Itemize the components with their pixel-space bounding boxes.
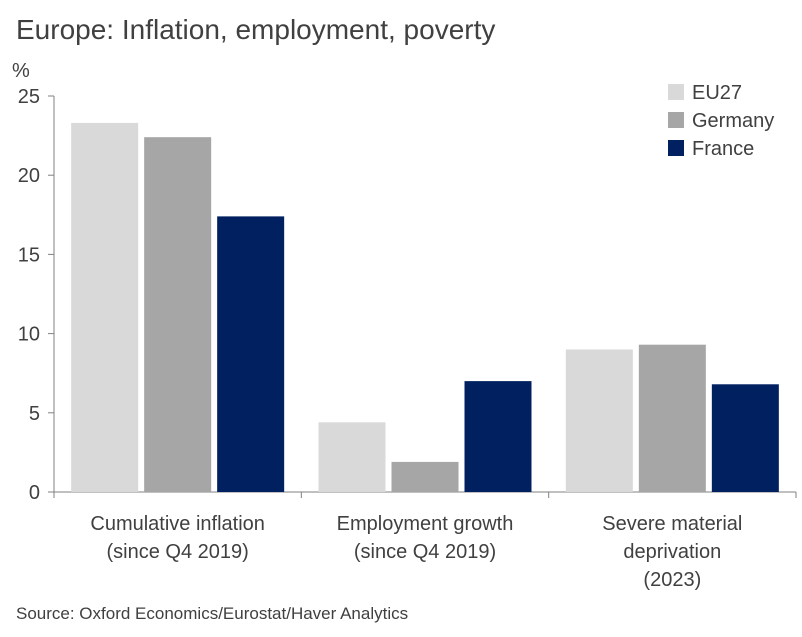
bar-eu27 <box>319 422 386 492</box>
legend-label-eu27: EU27 <box>692 82 742 104</box>
source-note: Source: Oxford Economics/Eurostat/Haver … <box>16 604 408 624</box>
legend-label-germany: Germany <box>692 110 774 132</box>
y-tick-label: 20 <box>18 165 40 187</box>
legend-swatch-germany <box>668 112 684 128</box>
bar-eu27 <box>71 123 138 492</box>
bar-chart: 0 5 10 15 20 25 Cumulative inflation (since Q4 … <box>0 0 802 637</box>
bar-germany <box>639 345 706 492</box>
y-tick-label: 0 <box>29 482 40 504</box>
x-category-label: Employment growth <box>337 513 514 535</box>
y-tick-label: 10 <box>18 324 40 346</box>
legend-swatch-eu27 <box>668 84 684 100</box>
x-category-label: deprivation <box>623 541 721 563</box>
bar-france <box>465 381 532 492</box>
y-tick-label: 15 <box>18 244 40 266</box>
x-category-label: Severe material <box>602 513 742 535</box>
bar-france <box>712 384 779 492</box>
bar-germany <box>392 462 459 492</box>
bar-france <box>217 216 284 492</box>
x-category-label: (since Q4 2019) <box>354 541 496 563</box>
x-category-label: (2023) <box>643 569 701 591</box>
x-category-label: Cumulative inflation <box>90 513 265 535</box>
bar-eu27 <box>566 349 633 492</box>
legend-label-france: France <box>692 138 754 160</box>
y-tick-label: 25 <box>18 86 40 108</box>
legend-swatch-france <box>668 140 684 156</box>
bar-germany <box>144 137 211 492</box>
x-category-label: (since Q4 2019) <box>107 541 249 563</box>
y-tick-label: 5 <box>29 403 40 425</box>
